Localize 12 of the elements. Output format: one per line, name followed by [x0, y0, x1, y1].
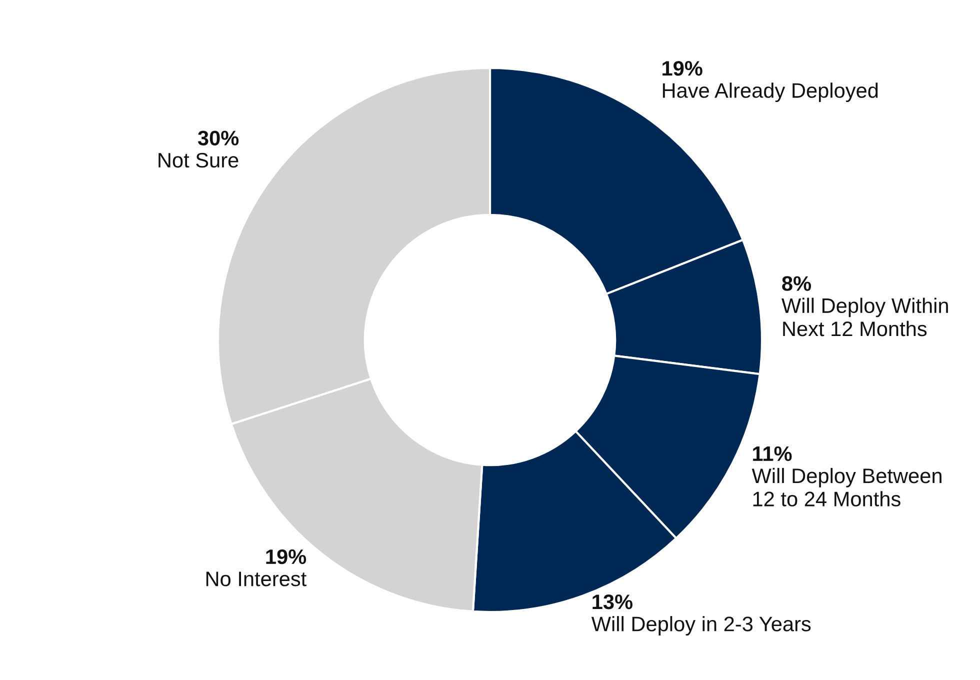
data-label: 19% — [662, 61, 702, 76]
slice-label: Have Already Deployed — [662, 82, 878, 102]
data-label: 19% — [266, 549, 306, 564]
slice-label: Not Sure — [158, 152, 238, 168]
slice-label: Will Deploy Within Next 12 Months — [782, 298, 948, 336]
slice-label: Will Deploy in 2-3 Years — [591, 616, 811, 636]
slice-label: Will Deploy Between 12 to 24 Months — [752, 468, 942, 506]
slice-label: No Interest — [206, 572, 306, 586]
data-label: 13% — [592, 594, 632, 610]
data-label: 8% — [782, 276, 812, 291]
data-label: 11% — [753, 446, 792, 462]
data-label: 30% — [198, 130, 239, 146]
